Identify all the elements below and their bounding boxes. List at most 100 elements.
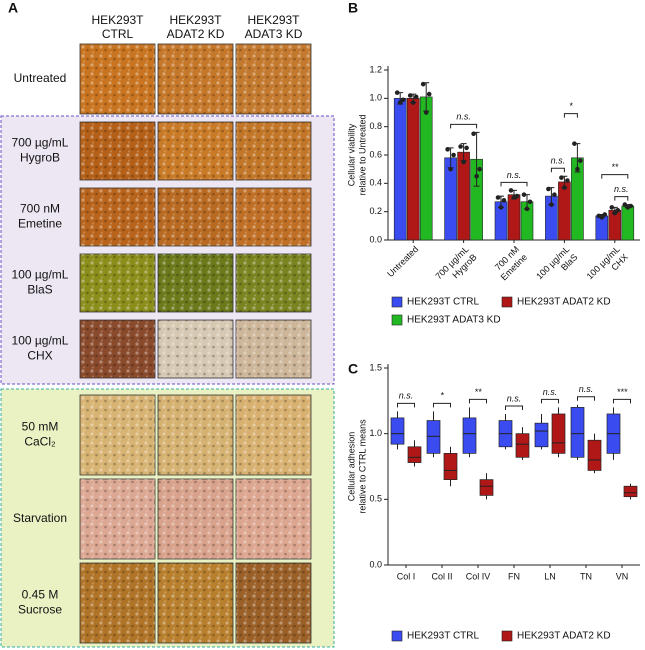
data-point bbox=[559, 175, 564, 180]
data-point bbox=[572, 141, 577, 146]
micrograph-texture bbox=[80, 188, 155, 246]
data-point bbox=[458, 144, 463, 149]
x-tick-label: Col I bbox=[397, 571, 416, 581]
data-point bbox=[628, 203, 634, 209]
significance-bracket bbox=[450, 123, 478, 129]
row-label: 700 nM bbox=[20, 202, 60, 216]
significance-label: n.s. bbox=[551, 156, 566, 166]
column-label: HEK293T bbox=[169, 13, 222, 27]
micrograph-texture bbox=[236, 122, 311, 180]
y-tick-label: 0.0 bbox=[369, 559, 382, 569]
box bbox=[443, 453, 458, 480]
y-tick-label: 1.5 bbox=[369, 362, 382, 372]
micrograph-texture bbox=[158, 479, 233, 559]
column-label: CTRL bbox=[102, 27, 134, 41]
data-point bbox=[562, 185, 567, 190]
legend-swatch bbox=[391, 296, 403, 308]
significance-bracket bbox=[500, 181, 528, 187]
data-point bbox=[549, 202, 554, 207]
column-label: HEK293T bbox=[247, 13, 300, 27]
significance-label: n.s. bbox=[507, 170, 522, 180]
data-point bbox=[420, 81, 426, 87]
y-tick-label: 0.0 bbox=[369, 234, 382, 244]
data-point bbox=[394, 90, 400, 95]
significance-bracket bbox=[469, 398, 487, 404]
significance-bracket bbox=[563, 113, 578, 118]
data-point bbox=[527, 199, 533, 205]
data-point bbox=[477, 166, 482, 172]
y-tick-label: 0.5 bbox=[369, 494, 382, 504]
significance-label: ** bbox=[611, 162, 619, 172]
significance-label: n.s. bbox=[456, 112, 471, 122]
micrograph-texture bbox=[158, 563, 233, 643]
data-point bbox=[495, 195, 501, 200]
significance-bracket bbox=[541, 398, 559, 404]
micrograph-texture bbox=[236, 479, 311, 559]
y-tick-label: 1.2 bbox=[369, 64, 382, 74]
significance-label: n.s. bbox=[399, 391, 414, 401]
box bbox=[462, 417, 477, 454]
micrograph-texture bbox=[236, 188, 311, 246]
micrograph-texture bbox=[236, 44, 311, 114]
panel-label: A bbox=[8, 0, 18, 16]
y-tick-label: 1.0 bbox=[369, 93, 382, 103]
box bbox=[407, 446, 422, 463]
x-tick-label: Col IV bbox=[466, 571, 491, 581]
micrograph-texture bbox=[158, 44, 233, 114]
bar bbox=[419, 96, 433, 241]
row-label: HygroB bbox=[20, 151, 60, 165]
data-point bbox=[423, 110, 429, 115]
significance-label: * bbox=[569, 101, 573, 111]
legend-label: HEK293T ADAT3 KD bbox=[407, 315, 501, 326]
significance-label: n.s. bbox=[579, 384, 594, 394]
box bbox=[623, 485, 638, 498]
x-tick-label: Col II bbox=[431, 571, 452, 581]
significance-bracket bbox=[613, 398, 631, 404]
data-point bbox=[464, 145, 469, 151]
micrograph-texture bbox=[80, 563, 155, 643]
y-tick-label: 1.0 bbox=[369, 428, 382, 438]
micrograph-texture bbox=[80, 479, 155, 559]
micrograph-texture bbox=[236, 320, 311, 378]
significance-label: n.s. bbox=[507, 393, 522, 403]
row-label: Untreated bbox=[14, 71, 67, 85]
data-point bbox=[498, 205, 504, 210]
bar bbox=[457, 151, 470, 241]
row-label: Sucrose bbox=[18, 603, 62, 617]
row-label: Emetine bbox=[18, 217, 62, 231]
data-point bbox=[410, 100, 416, 105]
significance-bracket bbox=[550, 167, 565, 173]
data-point bbox=[508, 188, 514, 193]
legend-swatch bbox=[391, 630, 403, 642]
box bbox=[570, 407, 585, 458]
data-point bbox=[397, 100, 403, 105]
row-label: 100 µg/mL bbox=[12, 334, 69, 348]
data-point bbox=[474, 173, 479, 179]
data-point bbox=[451, 152, 456, 158]
legend-swatch bbox=[501, 630, 513, 642]
box bbox=[479, 479, 494, 496]
data-point bbox=[407, 93, 413, 98]
row-label: CHX bbox=[27, 349, 52, 363]
significance-label: n.s. bbox=[543, 387, 558, 397]
bar bbox=[507, 194, 521, 241]
data-point bbox=[514, 193, 520, 199]
data-point bbox=[552, 192, 557, 197]
significance-bracket bbox=[397, 402, 415, 408]
data-point bbox=[599, 215, 605, 220]
significance-label: *** bbox=[617, 387, 628, 397]
data-point bbox=[448, 166, 453, 172]
data-point bbox=[413, 94, 419, 100]
significance-bracket bbox=[614, 196, 629, 201]
significance-bracket bbox=[505, 405, 523, 410]
micrograph-texture bbox=[80, 254, 155, 312]
data-point bbox=[426, 91, 432, 97]
significance-label: ** bbox=[474, 387, 482, 397]
data-point bbox=[612, 210, 618, 216]
row-label: 100 µg/mL bbox=[12, 268, 69, 282]
panel-label: B bbox=[348, 0, 358, 16]
y-tick-label: 0.8 bbox=[369, 121, 382, 131]
micrograph-texture bbox=[236, 563, 311, 643]
micrograph-texture bbox=[80, 122, 155, 180]
